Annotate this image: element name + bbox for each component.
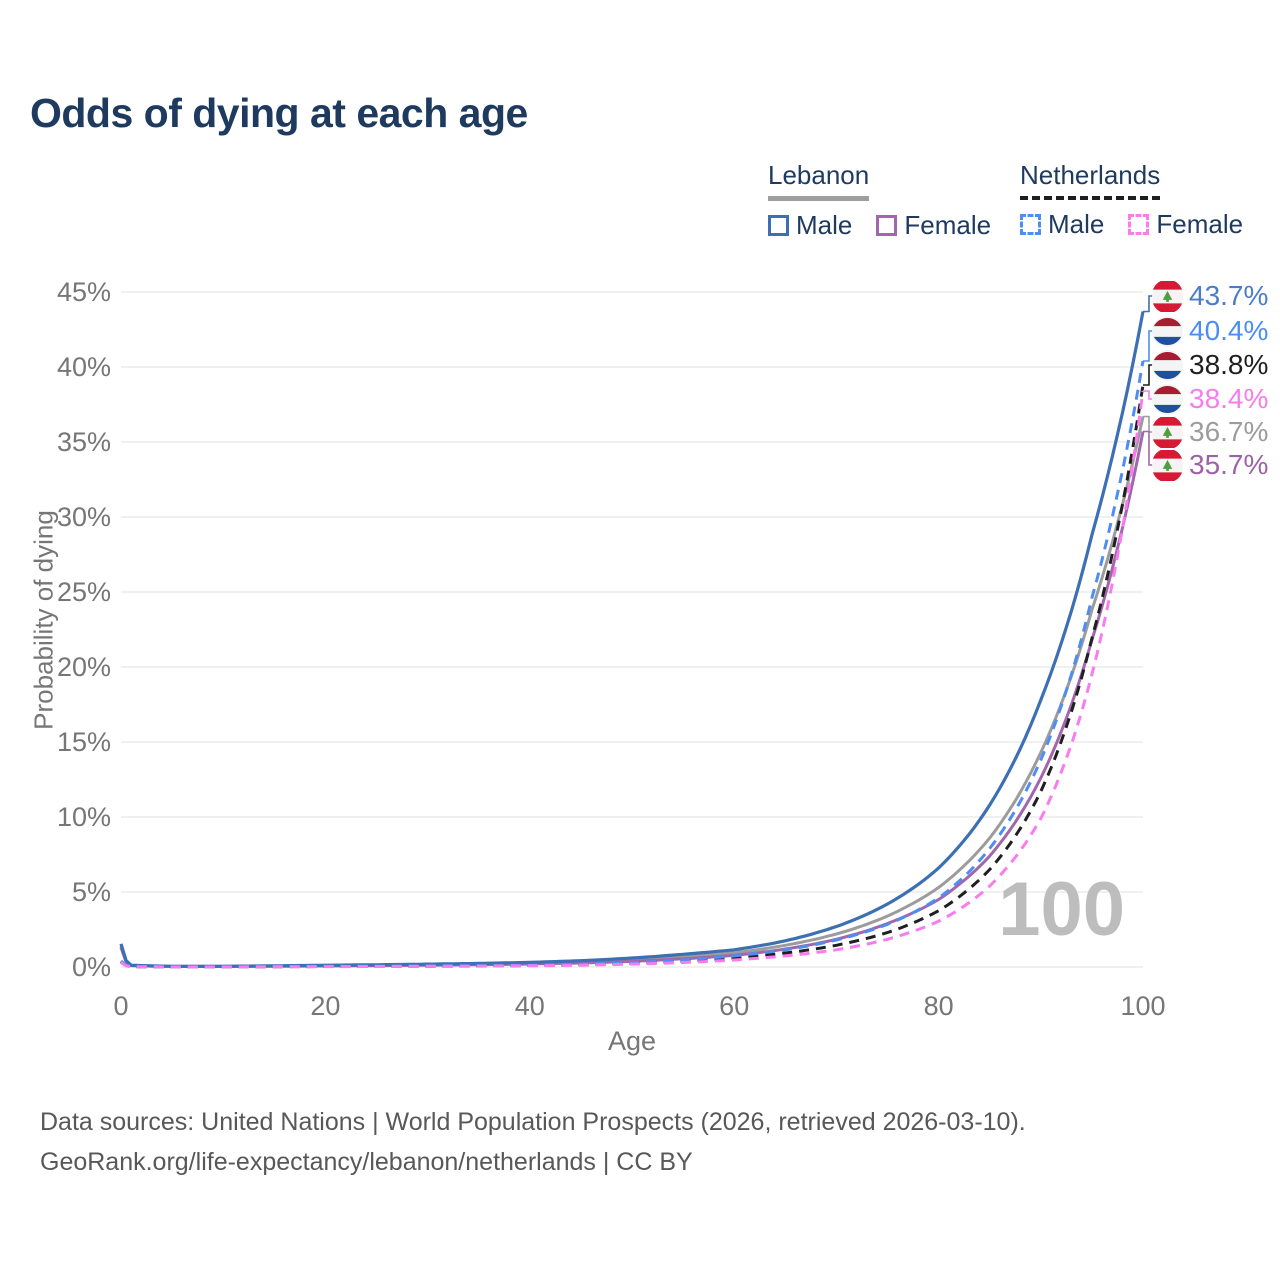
legend-group-netherlands: Netherlands Male Female <box>1020 160 1243 240</box>
end-label-value: 43.7% <box>1189 280 1269 311</box>
end-label-43.7pct: 43.7% <box>1152 279 1268 313</box>
x-tick-label: 0 <box>113 991 128 1021</box>
chart-title: Odds of dying at each age <box>30 90 528 136</box>
y-tick-label: 40% <box>57 352 111 382</box>
legend-swatch-icon <box>768 215 789 236</box>
x-axis-title: Age <box>607 1026 657 1056</box>
legend-swatch-icon <box>1128 214 1150 235</box>
end-label-36.7pct: 36.7% <box>1152 415 1268 449</box>
x-tick-label: 20 <box>310 991 340 1021</box>
series-line-netherlands-female <box>120 390 1145 969</box>
legend-items-row: Male Female <box>768 210 991 241</box>
legend-item-netherlands-male[interactable]: Male <box>1020 209 1104 240</box>
legend-swatch-icon <box>1020 214 1041 235</box>
end-label-connector <box>1143 364 1154 386</box>
x-tick-label: 100 <box>1120 991 1165 1021</box>
y-axis-title: Probability of dying <box>28 510 59 730</box>
netherlands-flag-icon <box>1152 383 1183 415</box>
end-label-38.4pct: 38.4% <box>1152 382 1268 416</box>
end-label-value: 35.7% <box>1189 449 1269 480</box>
y-tick-label: 10% <box>57 802 111 832</box>
end-label-connector <box>1143 415 1154 433</box>
legend-item-lebanon-male[interactable]: Male <box>768 210 852 241</box>
end-label-value: 36.7% <box>1189 416 1269 447</box>
end-label-40.4pct: 40.4% <box>1152 314 1268 348</box>
end-label-connector <box>1143 430 1154 466</box>
age-watermark: 100 <box>998 867 1125 952</box>
legend-item-label: Male <box>1048 209 1105 239</box>
y-tick-label: 45% <box>57 277 111 307</box>
end-label-connector <box>1143 330 1154 362</box>
x-tick-label: 40 <box>515 991 545 1021</box>
end-label-value: 38.8% <box>1189 349 1269 380</box>
end-label-connector <box>1143 390 1154 400</box>
legend-swatch-icon <box>876 215 898 236</box>
legend-item-netherlands-female[interactable]: Female <box>1128 209 1243 240</box>
attribution-line: GeoRank.org/life-expectancy/lebanon/neth… <box>40 1148 693 1176</box>
legend-items-row: Male Female <box>1020 209 1243 240</box>
end-label-connector <box>1143 295 1154 313</box>
legend-country-label: Netherlands <box>1020 160 1161 200</box>
end-label-35.7pct: 35.7% <box>1152 448 1268 482</box>
x-tick-label: 80 <box>924 991 954 1021</box>
y-tick-label: 30% <box>57 502 111 532</box>
y-tick-label: 35% <box>57 427 111 457</box>
y-tick-label: 20% <box>57 652 111 682</box>
x-tick-label: 60 <box>719 991 749 1021</box>
lebanon-flag-icon <box>1152 280 1183 312</box>
end-label-value: 38.4% <box>1189 383 1269 414</box>
end-label-value: 40.4% <box>1189 315 1269 346</box>
legend-group-lebanon: Lebanon Male Female <box>768 160 991 241</box>
netherlands-flag-icon <box>1152 315 1183 347</box>
lebanon-flag-icon <box>1152 416 1183 448</box>
chart-plot-area: 0% 5% 10% 15% 20% 25% 30% 35% 40% 45% 0 20 40 60 80 100 <box>57 277 1166 1021</box>
data-source-line: Data sources: United Nations | World Pop… <box>40 1108 1026 1136</box>
legend-item-lebanon-female[interactable]: Female <box>876 210 991 241</box>
end-label-38.8pct: 38.8% <box>1152 348 1268 382</box>
y-tick-label: 25% <box>57 577 111 607</box>
netherlands-flag-icon <box>1152 349 1183 381</box>
legend-country-label: Lebanon <box>768 160 870 201</box>
legend-item-label: Female <box>904 210 992 240</box>
y-tick-label: 15% <box>57 727 111 757</box>
lebanon-flag-icon <box>1152 449 1183 481</box>
y-tick-label: 5% <box>72 877 111 907</box>
legend-item-label: Female <box>1156 209 1244 239</box>
y-tick-label: 0% <box>72 952 111 982</box>
legend-item-label: Male <box>796 210 853 240</box>
